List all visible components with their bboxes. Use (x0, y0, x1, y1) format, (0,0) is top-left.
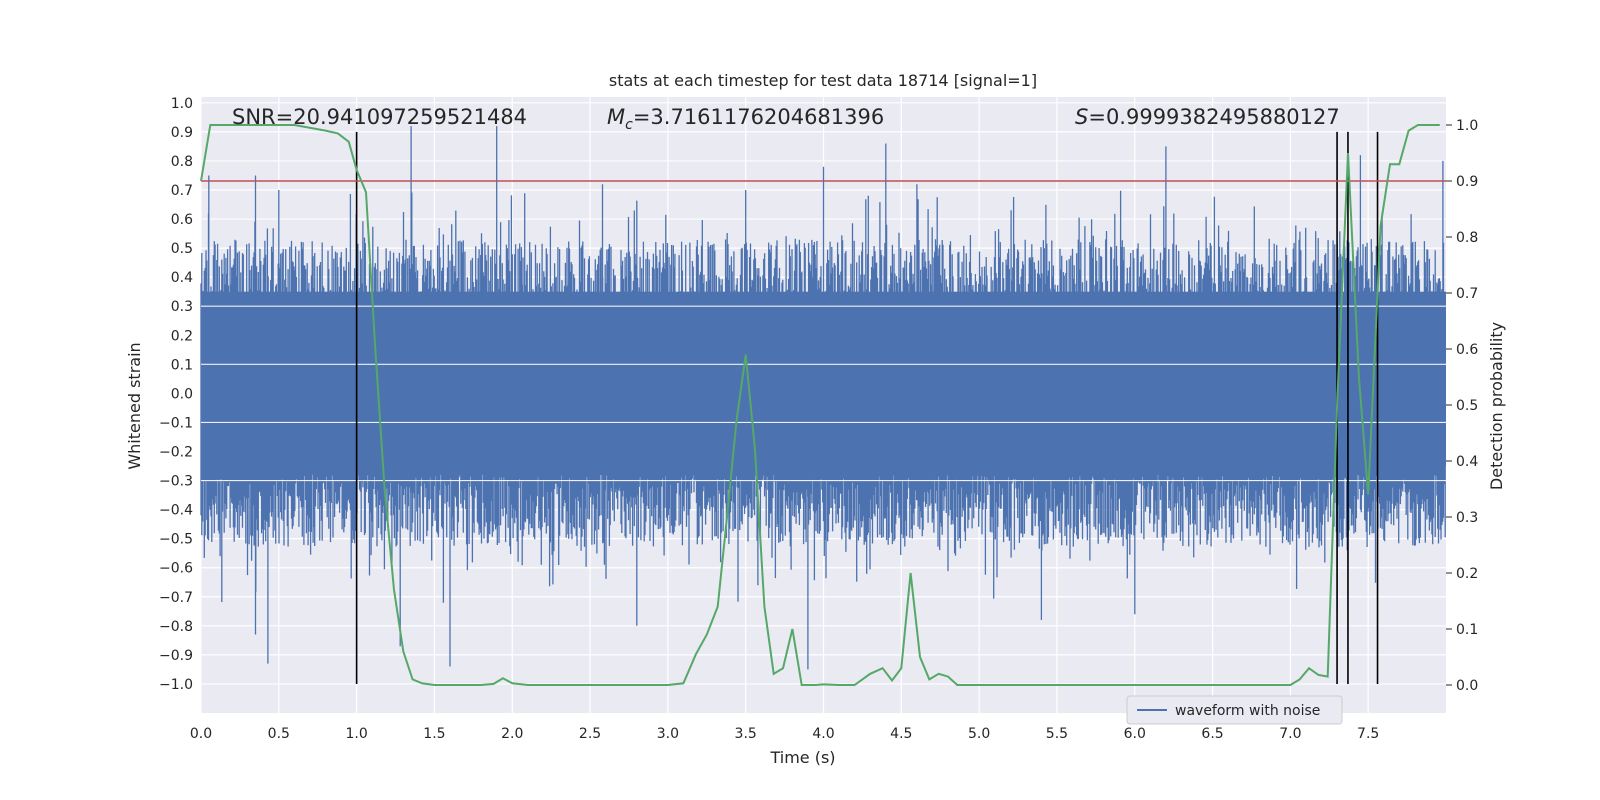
x-tick-label: 2.5 (579, 726, 601, 742)
y2-tick-label: 0.1 (1456, 622, 1478, 638)
waveform-series (200, 126, 1446, 670)
y2-tick-label: 0.4 (1456, 454, 1478, 470)
y-tick-label: 1.0 (171, 96, 193, 112)
y-tick-label: 0.4 (171, 270, 193, 286)
probability-line (200, 124, 1440, 686)
y2-axis-ticks: 1.0 0.9 0.8 0.7 0.6 0.5 0.4 0.3 0.2 0.1 0.0 (1446, 118, 1478, 694)
x-tick-label: 4.5 (890, 726, 912, 742)
s-symbol: S (1075, 105, 1088, 129)
y-tick-label: 0.1 (171, 357, 193, 373)
x-tick-label: 0.5 (268, 726, 290, 742)
y-axis-ticks: 1.0 0.9 0.8 0.7 0.6 0.5 0.4 0.3 0.2 0.1 0.0 −0.1 −0.… (159, 96, 193, 693)
x-tick-label: 4.0 (812, 726, 834, 742)
y-tick-label: −0.3 (159, 474, 193, 490)
mc-value: =3.7161176204681396 (633, 105, 884, 129)
legend-box (1126, 695, 1343, 725)
y-tick-label: −0.9 (159, 648, 193, 664)
x-tick-label: 6.0 (1124, 726, 1146, 742)
x-tick-label: 5.5 (1046, 726, 1068, 742)
y-tick-label: −1.0 (159, 677, 193, 693)
y-tick-label: −0.1 (159, 415, 193, 431)
y-tick-label: 0.3 (171, 299, 193, 315)
y-tick-label: −0.6 (159, 561, 193, 577)
score-annotation: S=0.9999382495880127 (1075, 105, 1340, 129)
x-tick-label: 7.0 (1279, 726, 1301, 742)
y-tick-label: 0.8 (171, 154, 193, 170)
legend-label: waveform with noise (1175, 703, 1320, 719)
x-tick-label: 0.0 (190, 726, 212, 742)
y-tick-label: −0.5 (159, 532, 193, 548)
waveform-core-band (201, 291, 1446, 467)
x-axis-ticks: 0.0 0.5 1.0 1.5 2.0 2.5 3.0 3.5 4.0 4.5 5.0 5.5 6.0 6… (190, 726, 1379, 742)
y2-axis-label: Detection probability (1487, 322, 1506, 490)
y2-tick-label: 1.0 (1456, 118, 1478, 134)
s-value: =0.9999382495880127 (1088, 105, 1339, 129)
y-tick-label: −0.7 (159, 590, 193, 606)
probability-series (200, 124, 1440, 686)
x-tick-label: 7.5 (1357, 726, 1379, 742)
snr-annotation: SNR=20.941097259521484 (232, 105, 527, 129)
y2-tick-label: 0.7 (1456, 286, 1478, 302)
x-tick-label: 3.5 (735, 726, 757, 742)
mc-subscript: c (625, 117, 633, 133)
x-tick-label: 2.0 (501, 726, 523, 742)
y-tick-label: 0.2 (171, 328, 193, 344)
legend: waveform with noise (1126, 695, 1343, 725)
y-tick-label: −0.2 (159, 444, 193, 460)
y-tick-label: 0.9 (171, 125, 193, 141)
y2-tick-label: 0.0 (1456, 678, 1478, 694)
y-tick-label: −0.4 (159, 503, 193, 519)
y2-tick-label: 0.3 (1456, 510, 1478, 526)
chart-title: stats at each timestep for test data 187… (609, 71, 1037, 90)
y-tick-label: 0.0 (171, 386, 193, 402)
y2-tick-label: 0.2 (1456, 566, 1478, 582)
y2-tick-label: 0.5 (1456, 398, 1478, 414)
x-tick-label: 6.5 (1201, 726, 1223, 742)
x-tick-label: 5.0 (968, 726, 990, 742)
x-axis-label: Time (s) (769, 748, 835, 767)
y-tick-label: 0.7 (171, 183, 193, 199)
x-tick-label: 1.0 (345, 726, 367, 742)
y-tick-label: 0.5 (171, 241, 193, 257)
y-axis-label: Whitened strain (125, 342, 144, 469)
y-tick-label: 0.6 (171, 212, 193, 228)
chirp-mass-annotation: Mc=3.7161176204681396 (607, 105, 884, 133)
y-tick-label: −0.8 (159, 619, 193, 635)
y2-tick-label: 0.9 (1456, 174, 1478, 190)
y2-tick-label: 0.6 (1456, 342, 1478, 358)
mc-symbol: M (607, 105, 625, 129)
x-tick-label: 1.5 (423, 726, 445, 742)
x-tick-label: 3.0 (657, 726, 679, 742)
y2-tick-label: 0.8 (1456, 230, 1478, 246)
